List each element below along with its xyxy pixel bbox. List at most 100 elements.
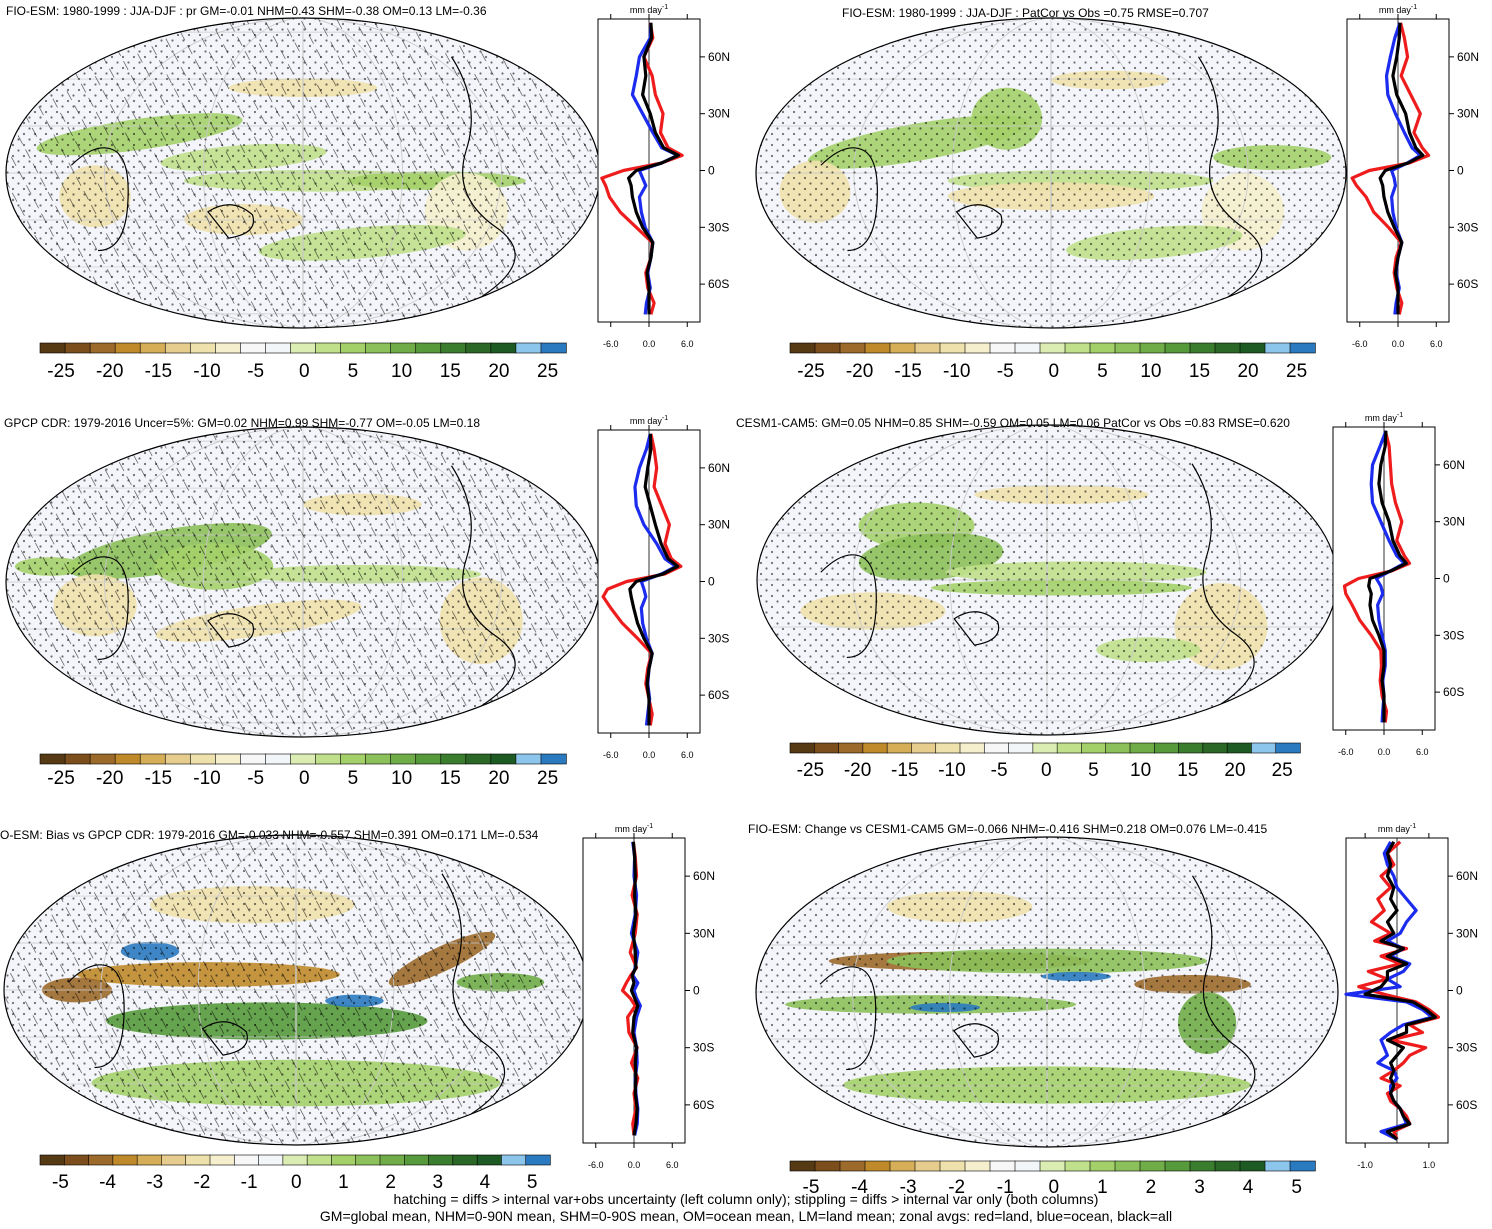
colorbar-swatch: [1239, 342, 1266, 354]
colorbar-tick-label: -5: [803, 1177, 820, 1198]
x-tick-label: 0.0: [628, 1160, 641, 1170]
zonal-panel-5: [582, 833, 690, 1148]
colorbar-tick-label: 15: [1189, 361, 1210, 382]
colorbar-tick-label: 0: [1041, 760, 1052, 781]
map-panel-4: [756, 424, 1338, 736]
x-tick-label: -6.0: [588, 1160, 604, 1170]
colorbar-swatch: [1089, 1160, 1116, 1172]
zonal-unit-label: mm day-1: [1378, 823, 1416, 834]
colorbar-swatch: [989, 1160, 1016, 1172]
y-tick-label: 60N: [1456, 869, 1478, 883]
stippling-overlay: [6, 18, 600, 328]
zonal-line-all: [1367, 430, 1408, 723]
colorbar-swatch: [1202, 742, 1228, 754]
colorbar-swatch: [290, 342, 317, 354]
zonal-panel-4: [1332, 422, 1440, 735]
colorbar-tick-label: 25: [1286, 361, 1307, 382]
panel-4-title: CESM1-CAM5: GM=0.05 NHM=0.85 SHM=-0.59 O…: [736, 416, 1290, 430]
zonal-unit-label: mm day-1: [1365, 412, 1403, 423]
colorbar-swatch: [403, 1154, 430, 1166]
x-tick-label: 6.0: [681, 339, 694, 349]
y-tick-label: 60N: [1457, 50, 1479, 64]
zonal-line-all: [626, 22, 680, 315]
colorbar-swatch: [1189, 1160, 1216, 1172]
map-content: [757, 425, 1337, 735]
colorbar-tick-label: -5: [247, 361, 264, 382]
colorbar-swatch: [911, 742, 937, 754]
colorbar-swatch: [1039, 342, 1066, 354]
colorbar-tick-label: 0: [1049, 1177, 1060, 1198]
colorbar-tick-label: -10: [193, 361, 220, 382]
colorbar-swatch: [428, 1154, 454, 1166]
colorbar-tick-label: 4: [480, 1172, 491, 1193]
panel-1-title: FIO-ESM: 1980-1999 : JJA-DJF : pr GM=-0.…: [6, 4, 487, 18]
colorbar-swatch: [189, 753, 217, 765]
colorbar-swatch: [1032, 742, 1058, 754]
colorbar-tick-label: -2: [948, 1177, 965, 1198]
colorbar-2: [789, 342, 1316, 354]
colorbar-swatch: [114, 753, 141, 765]
colorbar-swatch: [258, 1154, 284, 1166]
y-tick-label: 0: [1456, 984, 1463, 998]
colorbar-swatch: [1139, 342, 1166, 354]
colorbar-tick-label: -25: [47, 768, 74, 789]
zonal-unit-exponent: -1: [1410, 823, 1416, 830]
colorbar-swatch: [114, 342, 141, 354]
x-tick-label: 1.0: [1423, 1160, 1436, 1170]
colorbar-swatch: [306, 1154, 333, 1166]
colorbar-tick-label: 4: [1243, 1177, 1254, 1198]
panel-5-title: O-ESM: Bias vs GPCP CDR: 1979-2016 GM=-0…: [0, 828, 539, 842]
colorbar-swatch: [1129, 742, 1155, 754]
colorbar-swatch: [112, 1154, 138, 1166]
zonal-unit-label: mm day-1: [630, 4, 668, 15]
y-tick-label: 30S: [693, 1041, 714, 1055]
zonal-line-all: [1363, 841, 1437, 1141]
zonal-unit-exponent: -1: [1411, 4, 1417, 11]
colorbar-tick-label: -10: [193, 768, 220, 789]
colorbar-tick-label: -3: [900, 1177, 917, 1198]
x-tick-label: -6.0: [1352, 339, 1368, 349]
colorbar-tick-label: 0: [299, 361, 310, 382]
colorbar-swatch: [161, 1154, 187, 1166]
colorbar-tick-label: 20: [1224, 760, 1245, 781]
x-tick-label: 6.0: [681, 750, 694, 760]
colorbar-3: [39, 753, 567, 765]
colorbar-tick-label: 20: [488, 361, 509, 382]
colorbar-swatch: [1275, 742, 1301, 754]
stippling-overlay: [4, 835, 588, 1145]
y-tick-label: 30N: [693, 926, 715, 940]
footer-line-1: hatching = diffs > internal var+obs unce…: [393, 1191, 1099, 1207]
zonal-panel-3: [597, 425, 705, 738]
colorbar-swatch: [64, 342, 91, 354]
colorbar-swatch: [209, 1154, 235, 1166]
colorbar-swatch: [136, 1154, 163, 1166]
zonal-panel-6: [1344, 833, 1453, 1148]
colorbar-swatch: [1164, 1160, 1191, 1172]
map-panel-5: [3, 834, 589, 1146]
colorbar-swatch: [465, 342, 492, 354]
panel-6-title: FIO-ESM: Change vs CESM1-CAM5 GM=-0.066 …: [748, 822, 1268, 836]
colorbar-swatch: [365, 753, 392, 765]
colorbar-swatch: [315, 342, 342, 354]
x-tick-label: 6.0: [1416, 747, 1429, 757]
colorbar-tick-label: 5: [348, 768, 359, 789]
colorbar-swatch: [864, 342, 891, 354]
y-tick-label: 30N: [1456, 926, 1478, 940]
colorbar-swatch: [39, 753, 66, 765]
colorbar-swatch: [939, 1160, 966, 1172]
colorbar-swatch: [540, 753, 567, 765]
colorbar-tick-label: -10: [943, 361, 970, 382]
colorbar-swatch: [340, 753, 367, 765]
zonal-unit-exponent: -1: [662, 415, 668, 422]
colorbar-swatch: [1251, 742, 1277, 754]
zonal-unit-label: mm day-1: [1379, 4, 1417, 15]
colorbar-tick-label: -25: [797, 361, 824, 382]
colorbar-tick-label: 0: [291, 1172, 302, 1193]
colorbar-swatch: [838, 742, 864, 754]
colorbar-tick-label: 25: [1272, 760, 1293, 781]
colorbar-tick-label: -10: [938, 760, 965, 781]
colorbar-swatch: [814, 1160, 841, 1172]
colorbar-tick-label: 10: [391, 768, 412, 789]
y-tick-label: 60S: [1443, 685, 1464, 699]
